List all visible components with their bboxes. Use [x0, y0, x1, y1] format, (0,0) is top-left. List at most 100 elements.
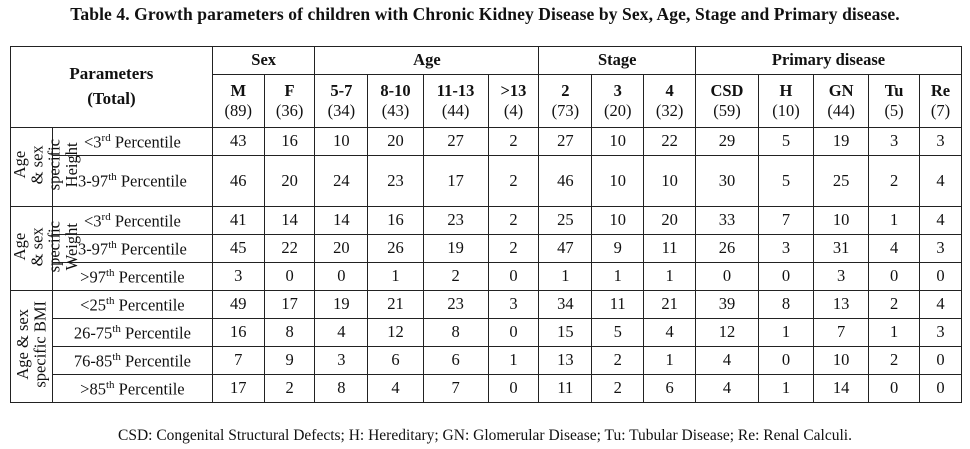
- column-header: Tu (5): [868, 74, 920, 128]
- column-count: (44): [441, 101, 470, 120]
- row-label-prefix: <3: [83, 132, 102, 152]
- table-cell: 21: [367, 290, 424, 319]
- table-cell: 10: [813, 346, 870, 375]
- row-label-suffix: Percentile: [116, 239, 187, 259]
- row-label-suffix: Percentile: [110, 132, 181, 152]
- section-label: Age & sex specific BMI: [10, 290, 53, 403]
- table-cell: 20: [314, 234, 369, 263]
- row-label-suffix: Percentile: [120, 323, 191, 343]
- column-header: F (36): [263, 74, 316, 128]
- column-label: GN: [828, 80, 854, 100]
- table-cell: 4: [868, 234, 920, 263]
- row-label: 3-97th Percentile: [51, 155, 213, 207]
- table-row: 3-97th Percentile 45 22 20 26 19 2 47 9 11 26 3 31 4 3: [11, 234, 963, 263]
- table-cell: 14: [263, 206, 316, 235]
- column-count: (7): [930, 101, 951, 120]
- column-header: GN (44): [813, 74, 870, 128]
- section-label-line: Height: [61, 142, 81, 188]
- section-label-line: specific: [44, 139, 64, 191]
- table-cell: 1: [757, 318, 815, 347]
- row-label-ordinal: th: [112, 322, 121, 335]
- table-cell: 0: [487, 262, 540, 291]
- table-cell: 12: [695, 318, 759, 347]
- table-cell: 4: [918, 290, 963, 319]
- table-cell: 23: [422, 206, 489, 235]
- table-cell: 47: [538, 234, 593, 263]
- table-row: Age & sex specific Height <3rd Percentile 43 1…: [10, 127, 963, 207]
- table-cell: 3: [314, 346, 369, 375]
- section-label-line: specific: [44, 220, 64, 273]
- parameters-label: Parameters: [69, 64, 154, 84]
- table-cell: 0: [263, 262, 316, 291]
- column-header: 8-10 (43): [367, 74, 424, 128]
- table-cell: 2: [868, 155, 920, 207]
- column-label: H: [779, 80, 793, 100]
- table-cell: 0: [487, 374, 540, 403]
- table-cell: 1: [868, 318, 920, 347]
- table-cell: 8: [757, 290, 815, 319]
- table-cell: 6: [422, 346, 489, 375]
- column-count: (36): [275, 101, 304, 120]
- column-header: >13 (4): [487, 74, 540, 128]
- table-cell: 7: [211, 346, 265, 375]
- table-cell: 3: [918, 234, 963, 263]
- column-label: F: [284, 80, 295, 100]
- growth-parameters-table: Parameters (Total) Sex Age Stage Primary…: [10, 46, 963, 403]
- table-cell: 49: [211, 290, 265, 319]
- table-cell: 1: [868, 206, 920, 235]
- table-cell: 6: [367, 346, 424, 375]
- table-cell: 3: [757, 234, 815, 263]
- table-cell: 2: [487, 155, 540, 207]
- table-cell: 5: [757, 127, 815, 156]
- table-cell: 43: [211, 127, 265, 156]
- table-cell: 2: [868, 290, 920, 319]
- table-cell: 11: [591, 290, 645, 319]
- table-cell: 3: [211, 262, 265, 291]
- table-cell: 8: [314, 374, 369, 403]
- column-count: (4): [503, 101, 524, 120]
- row-label: 3-97th Percentile: [51, 234, 213, 263]
- table-cell: 5: [591, 318, 645, 347]
- table-cell: 3: [487, 290, 540, 319]
- table-cell: 24: [314, 155, 369, 207]
- table-cell: 33: [695, 206, 759, 235]
- row-label-prefix: <3: [83, 211, 102, 231]
- column-label: 4: [665, 80, 674, 100]
- table-cell: 15: [538, 318, 593, 347]
- table-row: Age & sex specific Weight <3rd Percentile 41 1…: [10, 206, 963, 291]
- row-label-suffix: Percentile: [120, 351, 191, 371]
- table-cell: 2: [487, 206, 540, 235]
- table-cell: 29: [695, 127, 759, 156]
- column-label: 3: [613, 80, 622, 100]
- table-cell: 4: [695, 374, 759, 403]
- table-cell: 10: [591, 206, 645, 235]
- section-label-line: & sex: [27, 145, 47, 185]
- table-cell: 19: [314, 290, 369, 319]
- row-label-prefix: 3-97: [77, 171, 109, 191]
- table-row: 3-97th Percentile 46 20 24 23 17 2 46 10 10 30 5 25 2…: [11, 155, 963, 207]
- table-cell: 26: [695, 234, 759, 263]
- table-cell: 0: [868, 374, 920, 403]
- table-cell: 41: [211, 206, 265, 235]
- table-cell: 2: [591, 374, 645, 403]
- table-cell: 10: [591, 155, 645, 207]
- table-cell: 22: [643, 127, 697, 156]
- table-cell: 4: [367, 374, 424, 403]
- table-cell: 1: [643, 262, 697, 291]
- row-label-ordinal: th: [108, 171, 117, 184]
- table-cell: 46: [211, 155, 265, 207]
- group-header-age: Age: [314, 46, 540, 75]
- table-cell: 14: [813, 374, 870, 403]
- table-cell: 8: [263, 318, 316, 347]
- table-cell: 46: [538, 155, 593, 207]
- table-cell: 30: [695, 155, 759, 207]
- column-count: (44): [827, 101, 855, 120]
- table-cell: 45: [211, 234, 265, 263]
- column-count: (43): [381, 101, 410, 120]
- table-cell: 25: [538, 206, 593, 235]
- table-cell: 0: [868, 262, 920, 291]
- table-cell: 2: [263, 374, 316, 403]
- table-cell: 2: [591, 346, 645, 375]
- table-cell: 4: [918, 206, 963, 235]
- table-cell: 17: [263, 290, 316, 319]
